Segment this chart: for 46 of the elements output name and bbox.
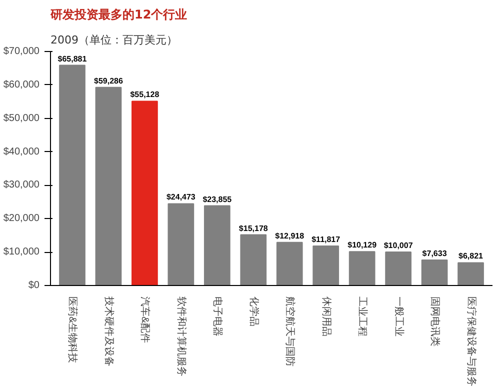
bar [59,64,86,286]
data-label: $11,817 [312,234,341,244]
chart-title: 研发投资最多的12个行业 [50,8,188,22]
x-tick-label: 航空航天与国防 [284,296,296,366]
bar [276,242,303,286]
bar [168,203,194,286]
data-label: $10,129 [348,240,378,250]
data-label: $59,286 [94,76,124,86]
y-tick-label: $50,000 [3,112,40,124]
data-label: $7,633 [422,248,448,258]
data-label: $65,881 [58,54,88,64]
y-tick-label: $20,000 [3,213,40,224]
data-label: $24,473 [166,192,196,202]
bar [421,259,448,286]
data-label: $23,855 [202,194,232,204]
data-label: $6,821 [458,252,484,261]
chart-subtitle: 2009（单位：百万美元） [50,34,178,46]
data-label: $15,178 [238,224,268,233]
y-tick-label: $40,000 [3,146,40,158]
x-tick-label: 休闲用品 [320,296,332,336]
x-tick-label: 工业工程 [356,296,369,336]
y-tick-label: $10,000 [3,246,40,258]
x-tick-label: 技术硬件及设备 [102,296,115,366]
bar [348,251,376,286]
y-tick-label: $60,000 [3,79,40,90]
bar [385,252,412,286]
y-tick-label: $70,000 [3,46,40,57]
x-tick-label: 软件和计算机服务 [175,296,188,376]
bar [95,86,122,286]
y-tick-label: $0 [28,280,40,291]
bar [312,245,340,286]
data-label: $12,918 [275,231,305,240]
y-tick-label: $30,000 [3,180,40,191]
x-tick-label: 汽车&配件 [139,296,152,344]
bar [132,100,158,286]
x-tick-label: 固网电讯类 [429,296,442,346]
x-tick-label: 一般工业 [392,296,405,336]
x-tick-label: 医疗保健设备与服务 [465,296,478,386]
x-tick-label: 医药&生物科技 [66,296,79,364]
x-tick-label: 电子电器 [212,296,224,336]
bar [458,262,484,286]
data-label: $55,128 [130,90,160,100]
x-tick-label: 化学品 [248,296,260,326]
data-label: $10,007 [384,241,414,250]
bar [240,234,267,286]
bar [204,205,230,286]
